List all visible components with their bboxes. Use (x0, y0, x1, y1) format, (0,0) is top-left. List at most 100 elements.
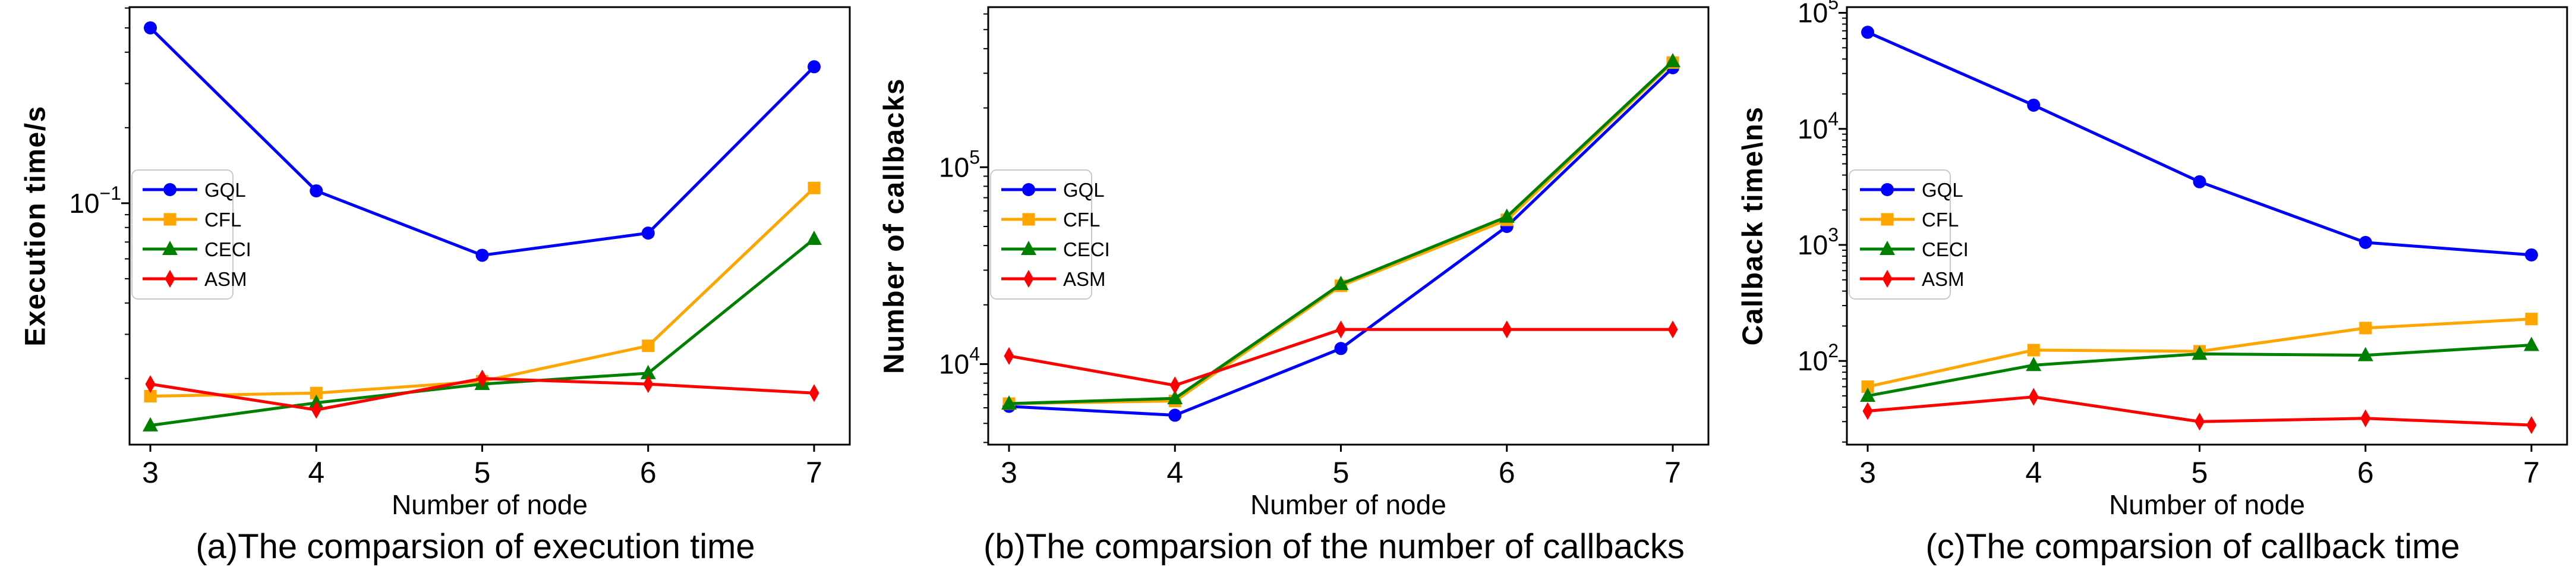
y-tick-label: 104 (939, 344, 980, 380)
legend-marker-ASM (165, 270, 175, 288)
legend-marker-CECI (1880, 241, 1895, 255)
x-tick-label: 4 (308, 456, 324, 489)
legend-label-ASM: ASM (204, 268, 247, 290)
legend-label-CECI: CECI (1922, 238, 1969, 260)
y-tick-label: 105 (939, 146, 980, 182)
chart-b-caption: (b)The comparsion of the number of callb… (983, 527, 1685, 566)
legend-label-CFL: CFL (1922, 209, 1959, 231)
data-point-ASM-x7 (2526, 416, 2537, 435)
data-point-ASM-x4 (311, 401, 321, 419)
data-point-ASM-x5 (477, 369, 487, 388)
data-point-ASM-x4 (2028, 388, 2039, 406)
legend-label-GQL: GQL (1063, 179, 1105, 201)
data-point-ASM-x3 (145, 375, 156, 394)
legend-marker-GQL (1881, 183, 1894, 196)
data-point-CECI-x4 (2026, 357, 2042, 372)
data-point-GQL-x4 (2027, 98, 2041, 112)
chart-c-svg: 102 103 104 105 3 4 5 6 7 GQL CFL CECI ASM (1798, 0, 2568, 489)
plot-frame (1846, 6, 2568, 446)
data-point-CECI-x3 (143, 417, 158, 432)
legend-marker-ASM (1023, 270, 1034, 288)
y-tick-label: 105 (1798, 0, 1839, 29)
data-point-GQL-x4 (1168, 408, 1182, 422)
y-axis-ticks (121, 7, 130, 379)
data-point-CFL-x7 (2525, 313, 2538, 326)
x-tick-label: 6 (2357, 456, 2374, 489)
chart-a-y-axis-label: Execution time/s (20, 105, 52, 347)
data-point-ASM-x6 (643, 375, 654, 394)
x-tick-label: 6 (1499, 456, 1515, 489)
x-tick-label: 5 (474, 456, 491, 489)
legend-frame (1849, 169, 1951, 300)
chart-b-y-axis-label: Number of callbacks (878, 78, 910, 374)
legend-box: GQL CFL CECI ASM (990, 169, 1110, 300)
data-point-CFL-x3 (144, 390, 157, 403)
data-point-CFL-x6 (2359, 322, 2372, 335)
x-tick-label: 5 (2192, 456, 2208, 489)
data-point-GQL-x5 (475, 248, 489, 262)
data-point-CECI-x7 (2524, 336, 2539, 351)
legend-marker-CFL (1881, 213, 1894, 226)
x-tick-label: 4 (1166, 456, 1183, 489)
data-point-CFL-x3 (1861, 380, 1874, 394)
data-point-CFL-x4 (2027, 344, 2040, 357)
chart-a-svg: 10−1 3 4 5 6 7 GQL CFL CECI ASM (69, 6, 851, 489)
legend-frame (131, 169, 234, 300)
chart-panel-b: 104 105 3 4 5 6 7 GQL CFL CECI ASM Number of callb… (859, 0, 1717, 576)
legend-marker-CFL (163, 213, 176, 226)
legend-label-ASM: ASM (1922, 268, 1965, 290)
chart-panel-c: 102 103 104 105 3 4 5 6 7 GQL CFL CECI ASM Callback … (1717, 0, 2576, 576)
data-point-GQL-x7 (2525, 248, 2538, 262)
legend-marker-CECI (1021, 241, 1036, 255)
chart-c-y-axis-label: Callback time\ns (1737, 106, 1769, 346)
series-line-CECI (149, 237, 816, 427)
data-point-GQL-x7 (808, 60, 821, 74)
legend-frame (990, 169, 1092, 300)
data-point-GQL-x5 (2193, 175, 2206, 188)
x-tick-label: 7 (1664, 456, 1681, 489)
legend-label-GQL: GQL (204, 179, 246, 201)
data-point-ASM-x3 (1004, 347, 1014, 365)
legend-label-GQL: GQL (1922, 179, 1963, 201)
data-point-CECI-x3 (1860, 387, 1875, 402)
data-point-GQL-x6 (641, 226, 655, 240)
data-point-CECI-x6 (2357, 347, 2373, 361)
y-tick-label: 102 (1798, 340, 1839, 376)
chart-a-x-axis-label: Number of node (392, 489, 588, 520)
data-point-CFL-x7 (808, 181, 821, 194)
x-tick-label: 4 (2025, 456, 2042, 489)
chart-panel-a: 10−1 3 4 5 6 7 GQL CFL CECI ASM Execution time/s … (0, 0, 859, 576)
data-point-CFL-x6 (642, 339, 655, 352)
legend-label-CFL: CFL (1063, 209, 1100, 231)
data-point-ASM-x5 (1336, 320, 1346, 339)
y-tick-label: 10−1 (69, 182, 121, 219)
legend-box: GQL CFL CECI ASM (1849, 169, 1969, 300)
data-point-ASM-x5 (2195, 413, 2205, 431)
x-tick-label: 5 (1333, 456, 1350, 489)
y-tick-label: 103 (1798, 224, 1839, 260)
y-tick-label: 104 (1798, 108, 1839, 144)
data-point-GQL-x4 (310, 184, 323, 198)
chart-c-x-axis-label: Number of node (2109, 489, 2305, 520)
x-tick-label: 6 (640, 456, 657, 489)
data-point-CECI-x7 (806, 231, 822, 245)
x-tick-label: 7 (2523, 456, 2540, 489)
data-point-CFL-x4 (310, 386, 323, 399)
chart-b-x-axis-label: Number of node (1250, 489, 1446, 520)
legend-marker-ASM (1882, 270, 1893, 288)
plot-frame (128, 6, 851, 446)
legend-marker-GQL (1022, 183, 1035, 196)
legend-label-CECI: CECI (204, 238, 251, 260)
y-axis-ticks (1839, 12, 1847, 443)
data-point-GQL-x3 (1861, 26, 1874, 39)
chart-a-caption: (a)The comparsion of execution time (196, 527, 755, 566)
data-point-ASM-x4 (1169, 376, 1180, 395)
x-tick-label: 3 (142, 456, 159, 489)
data-point-ASM-x7 (1667, 320, 1678, 339)
legend-label-CECI: CECI (1063, 238, 1110, 260)
data-point-CECI-x5 (2192, 345, 2208, 360)
legend-label-ASM: ASM (1063, 268, 1106, 290)
x-tick-label: 3 (1001, 456, 1017, 489)
series-line-CFL (149, 186, 816, 398)
